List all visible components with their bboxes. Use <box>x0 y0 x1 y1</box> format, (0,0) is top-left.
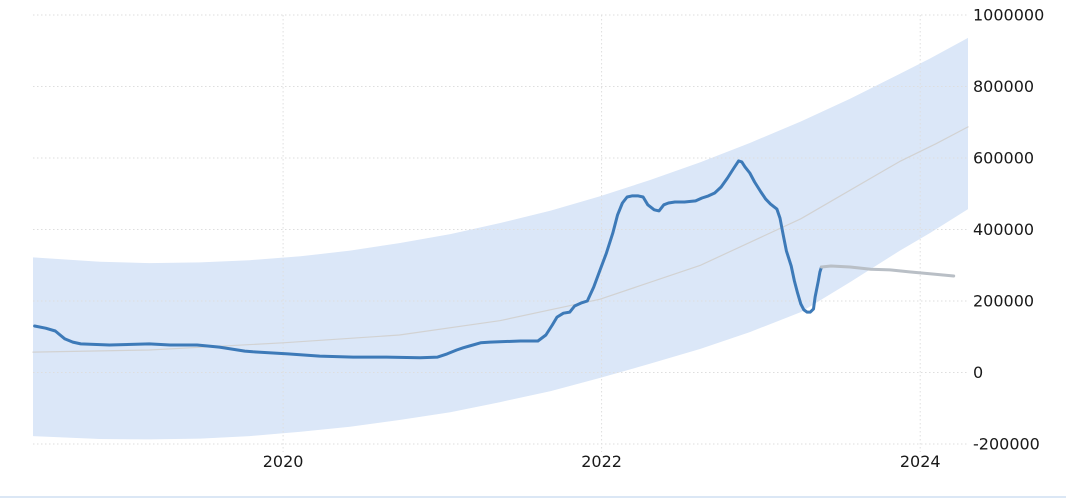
x-tick-label: 2024 <box>900 452 941 471</box>
y-tick-label: 0 <box>973 363 983 382</box>
forecast-line <box>820 264 956 278</box>
trend-line <box>32 126 969 353</box>
y-tick-label: 400000 <box>973 220 1034 239</box>
x-tick-label: 2022 <box>581 452 622 471</box>
y-tick-label: 1000000 <box>973 6 1044 25</box>
y-tick-label: 800000 <box>973 77 1034 96</box>
y-tick-label: -200000 <box>973 435 1040 454</box>
history-line <box>33 159 823 360</box>
forecast-range-band <box>33 37 968 440</box>
x-tick-label: 2020 <box>263 452 304 471</box>
y-tick-label: 200000 <box>973 292 1034 311</box>
y-tick-label: 600000 <box>973 149 1034 168</box>
